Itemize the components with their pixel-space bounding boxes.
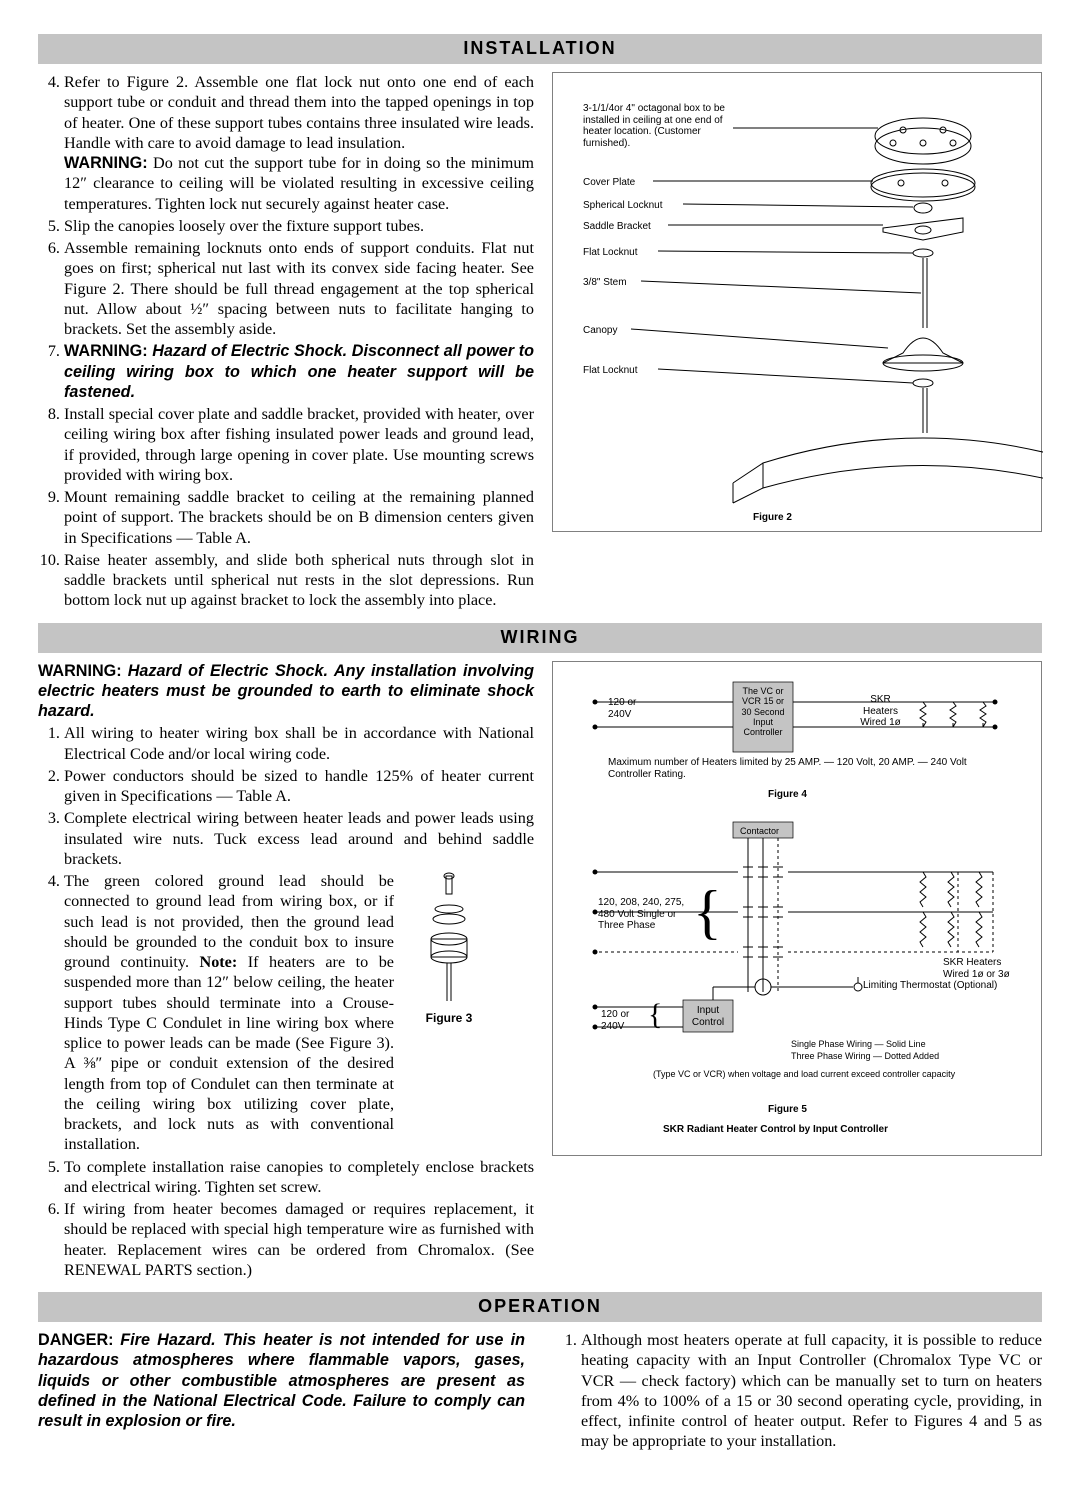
fig4-heaters: SKR Heaters Wired 1ø bbox=[853, 694, 908, 728]
wiring-top-warn: WARNING: Hazard of Electric Shock. Any i… bbox=[38, 661, 534, 722]
fig2-label-cover: Cover Plate bbox=[583, 177, 636, 188]
section-installation: INSTALLATION bbox=[38, 34, 1042, 64]
operation-list: Although most heaters operate at full ca… bbox=[555, 1330, 1042, 1452]
fig2-label-canopy: Canopy bbox=[583, 325, 617, 336]
installation-list: Refer to Figure 2. Assemble one flat loc… bbox=[38, 72, 534, 611]
fig2-label-flat1: Flat Locknut bbox=[583, 247, 638, 258]
fig5-bold: SKR Radiant Heater Control by Input Cont… bbox=[663, 1124, 888, 1135]
section-wiring: WIRING bbox=[38, 623, 1042, 653]
fig5-ic: Input Control bbox=[686, 1005, 730, 1028]
wiring-columns: WARNING: Hazard of Electric Shock. Any i… bbox=[38, 661, 1042, 1289]
fig5-heaters: SKR Heaters Wired 1ø or 3ø bbox=[943, 957, 1023, 980]
fig2-label-sph: Spherical Locknut bbox=[583, 200, 663, 211]
wiring-figures-col: 120 or 240V The VC or VCR 15 or 30 Secon… bbox=[552, 661, 1042, 1289]
svg-text:{: { bbox=[693, 879, 722, 945]
install-item-10: Raise heater assembly, and slide both sp… bbox=[64, 550, 534, 611]
figure-2-col: 3-1/1/4or 4" octagonal box to be install… bbox=[552, 72, 1042, 619]
operation-item-1: Although most heaters operate at full ca… bbox=[581, 1330, 1042, 1452]
install-item-4: Refer to Figure 2. Assemble one flat loc… bbox=[64, 72, 534, 214]
figure-2: 3-1/1/4or 4" octagonal box to be install… bbox=[552, 72, 1042, 532]
wiring-item-5: To complete installation raise canopies … bbox=[64, 1157, 534, 1198]
fig5-v2: 120 or 240V bbox=[601, 1009, 649, 1032]
installation-columns: Refer to Figure 2. Assemble one flat loc… bbox=[38, 72, 1042, 619]
figure-2-svg: 3-1/1/4or 4" octagonal box to be install… bbox=[553, 73, 1043, 533]
wiring-item-4: The green colored ground lead should be … bbox=[64, 871, 534, 1155]
fig5-legend1: Single Phase Wiring — Solid Line bbox=[791, 1039, 926, 1049]
wiring-list: All wiring to heater wiring box shall be… bbox=[38, 723, 534, 1280]
operation-warn: DANGER: Fire Hazard. This heater is not … bbox=[38, 1330, 525, 1431]
install-item-5: Slip the canopies loosely over the fixtu… bbox=[64, 216, 534, 236]
svg-text:{: { bbox=[648, 998, 662, 1031]
wiring-item-3: Complete electrical wiring between heate… bbox=[64, 808, 534, 869]
wiring-text-col: WARNING: Hazard of Electric Shock. Any i… bbox=[38, 661, 534, 1289]
section-operation: OPERATION bbox=[38, 1292, 1042, 1322]
operation-left: DANGER: Fire Hazard. This heater is not … bbox=[38, 1330, 525, 1460]
fig2-label-stem: 3/8" Stem bbox=[583, 277, 627, 288]
fig4-caption: Figure 4 bbox=[768, 789, 807, 800]
installation-text-col: Refer to Figure 2. Assemble one flat loc… bbox=[38, 72, 534, 619]
fig2-caption: Figure 2 bbox=[753, 512, 792, 523]
figure-3: Figure 3 bbox=[404, 871, 494, 1030]
fig4-note: Maximum number of Heaters limited by 25 … bbox=[608, 757, 1008, 780]
fig5-supply: 120, 208, 240, 275, 480 Volt Single or T… bbox=[598, 897, 693, 932]
fig5-limit: Limiting Thermostat (Optional) bbox=[863, 980, 1023, 992]
wiring-item-2: Power conductors should be sized to hand… bbox=[64, 766, 534, 807]
operation-right: Although most heaters operate at full ca… bbox=[555, 1330, 1042, 1460]
fig5-legend3: (Type VC or VCR) when voltage and load c… bbox=[653, 1069, 956, 1079]
fig2-label-saddle: Saddle Bracket bbox=[583, 221, 651, 232]
install-item-8: Install special cover plate and saddle b… bbox=[64, 404, 534, 485]
install-item-6: Assemble remaining locknuts onto ends of… bbox=[64, 238, 534, 339]
operation-columns: DANGER: Fire Hazard. This heater is not … bbox=[38, 1330, 1042, 1460]
page: INSTALLATION Refer to Figure 2. Assemble… bbox=[0, 0, 1080, 1490]
figure-4-5-box: 120 or 240V The VC or VCR 15 or 30 Secon… bbox=[552, 661, 1042, 1156]
fig3-caption: Figure 3 bbox=[404, 1011, 494, 1026]
fig2-label-box: 3-1/1/4or 4" octagonal box to be install… bbox=[583, 103, 733, 149]
install-item-7: WARNING: Hazard of Electric Shock. Disco… bbox=[64, 341, 534, 402]
fig5-contactor: Contactor bbox=[740, 826, 779, 836]
install-item-9: Mount remaining saddle bracket to ceilin… bbox=[64, 487, 534, 548]
wiring-item-1: All wiring to heater wiring box shall be… bbox=[64, 723, 534, 764]
wiring-item-6: If wiring from heater becomes damaged or… bbox=[64, 1199, 534, 1280]
fig4-ctrl: The VC or VCR 15 or 30 Second Input Cont… bbox=[737, 686, 789, 738]
fig5-caption: Figure 5 bbox=[768, 1104, 807, 1115]
fig4-volt: 120 or 240V bbox=[608, 697, 658, 720]
fig2-label-flat2: Flat Locknut bbox=[583, 365, 638, 376]
fig5-legend2: Three Phase Wiring — Dotted Added bbox=[791, 1051, 939, 1061]
